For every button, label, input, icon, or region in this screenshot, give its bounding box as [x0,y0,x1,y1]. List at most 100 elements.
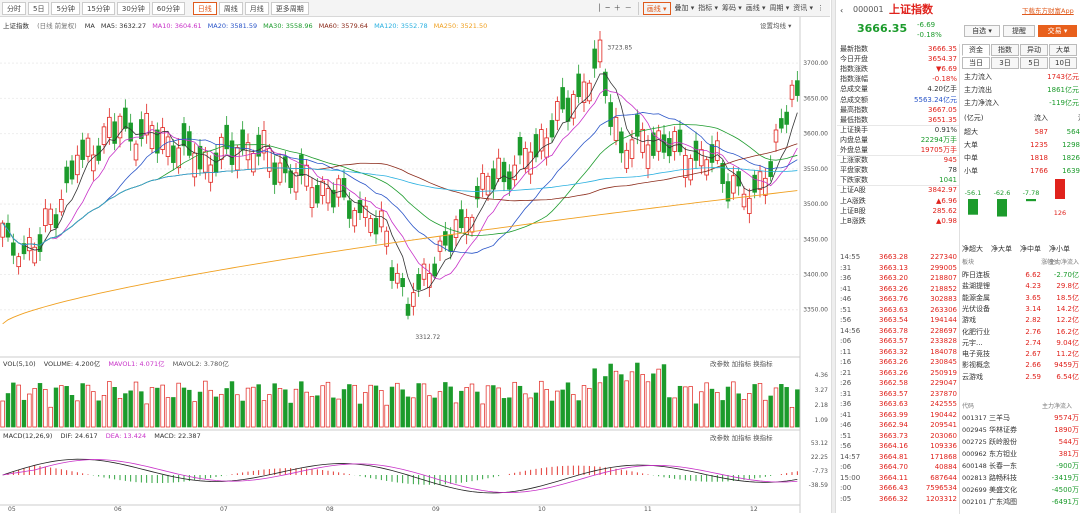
tick-price: 3666.43 [879,484,908,492]
chart-tool-button[interactable]: 周期 ▾ [769,3,790,12]
alert-button[interactable]: 提醒 [1003,25,1035,37]
ma-line [2,143,798,246]
candle-body [789,84,795,100]
stock-name[interactable]: 东方钽业 [989,450,1017,458]
sector-name[interactable]: 游戏 [962,316,976,325]
tick-time: :21 [840,368,852,377]
sector-name[interactable]: 影视概念 [962,361,990,370]
sector-change: 2.59 [1025,372,1041,381]
add-indicator-button[interactable]: 加指标 [731,360,752,368]
candle-body [752,174,757,193]
next-icon[interactable]: ─ [605,3,610,12]
period-tab-small[interactable]: 3日 [991,57,1019,69]
vol-bar [144,403,149,428]
period-tab[interactable]: 周线 [218,1,243,15]
quote-panel: ‹ 000001 上证指数 下载东方财富App 3666.35 -6.69 -0… [837,0,1080,514]
ma-legend: 上证指数 (日线 前复权) MA MA5: 3632.27 MA10: 3604.6… [3,20,499,30]
chart-tool-button[interactable]: 画线 ▾ [745,3,766,12]
stock-name[interactable]: 华林证券 [989,426,1017,434]
tick-time: 14:55 [840,253,861,261]
chart-tool-button[interactable]: 资讯 ▾ [793,3,813,12]
tick-time: 14:57 [840,452,861,461]
sector-name[interactable]: 光伏设备 [962,304,990,313]
stock-name[interactable]: 广东鸿图 [989,498,1017,506]
macd-tools[interactable]: 改参数 加指标 换指标 [710,434,773,442]
period-tab[interactable]: 5日 [28,1,50,15]
vol-tools[interactable]: 改参数 加指标 换指标 [710,358,773,368]
candle-body [645,144,651,169]
stock-code[interactable]: 002945 [962,426,987,434]
sector-name[interactable]: 盐湖提锂 [962,282,990,291]
vol-bar [283,389,288,428]
period-tab[interactable]: 分时 [2,1,26,15]
period-tab-small[interactable]: 10日 [1049,57,1077,69]
vol-bar [565,382,571,428]
stock-code[interactable]: 002813 [962,474,987,482]
candle-body [517,136,523,156]
collapse-icon[interactable]: ‹ [840,6,844,15]
change-param-button[interactable]: 改参数 [710,360,730,368]
trade-button[interactable]: 交易 ▾ [1038,25,1077,37]
stock-name[interactable]: 美盛文化 [989,486,1017,494]
vol-bar [80,383,85,428]
sector-name[interactable]: 化肥行业 [962,327,990,336]
tick-volume: 237870 [930,389,957,398]
stock-code[interactable]: 600148 [962,462,987,470]
switch-indicator-button[interactable]: 换指标 [753,360,773,368]
stock-code[interactable]: 002699 [962,486,987,494]
period-tab-small[interactable]: 当日 [962,57,990,69]
period-tab[interactable]: 5分钟 [51,1,80,15]
high-price-label: 3723.85 [607,44,632,51]
period-tab[interactable]: 月线 [244,1,269,15]
prev-icon[interactable]: │ [597,3,602,12]
vol-bar [411,397,416,428]
stock-code[interactable]: 002101 [962,498,987,506]
chart-tool-button[interactable]: 筹码 ▾ [722,3,742,12]
vol-bar [224,388,229,428]
period-tab-small[interactable]: 5日 [1020,57,1048,69]
splitter[interactable] [831,0,836,513]
sector-name[interactable]: 云游戏 [962,372,983,381]
minus-icon[interactable]: － [624,3,632,12]
stock-code[interactable]: 000962 [962,450,987,458]
watchlist-button[interactable]: 自选 ▾ [964,25,1000,37]
ma-legend-item: MA10: 3604.61 [152,22,202,30]
stock-code[interactable]: 002725 [962,438,987,446]
stock-name[interactable]: 路畅科技 [989,474,1017,482]
price-change: -6.69 [917,21,936,29]
stat-label: 外盘总量 [840,146,868,154]
ma-settings-button[interactable]: 设置均线 ▾ [760,22,792,30]
fund-tab[interactable]: 指数 [991,44,1019,56]
period-tab[interactable]: 更多周期 [270,1,309,15]
fund-tab[interactable]: 资金 [962,44,990,56]
sector-name[interactable]: 能源金属 [962,293,990,302]
stock-name[interactable]: 跃岭股份 [989,438,1017,446]
vol-bar [656,368,661,428]
stock-code[interactable]: 001317 [962,414,987,422]
chart-tool-button[interactable]: 叠加 ▾ [674,3,695,12]
app-download-link[interactable]: 下载东方财富App [1022,7,1074,15]
dif-line [2,458,798,494]
sector-name[interactable]: 元宇... [962,338,983,347]
vol-bar [768,395,773,428]
candle-body [235,147,240,171]
period-tab[interactable]: 30分钟 [116,1,150,15]
kline-chart[interactable]: 上证指数 (日线 前复权) MA MA5: 3632.27 MA10: 3604.6… [0,17,830,513]
fund-tab[interactable]: 大单 [1049,44,1077,56]
period-tab[interactable]: 15分钟 [81,1,115,15]
candle-body [171,145,176,163]
candle-body [357,199,363,214]
stock-name[interactable]: 三羊马 [989,414,1010,422]
chart-tool-button[interactable]: 指标 ▾ [698,3,718,12]
chart-tool-button[interactable]: 画线 ▾ [642,1,671,15]
tick-volume: 250919 [930,368,957,377]
period-tab[interactable]: 日线 [192,1,217,15]
period-tab[interactable]: 60分钟 [151,1,185,15]
sector-name[interactable]: 电子竞技 [962,350,990,359]
fund-tab[interactable]: 异动 [1020,44,1048,56]
plus-icon[interactable]: ＋ [613,3,621,12]
more-icon[interactable]: ⋮ [817,3,824,12]
sector-name[interactable]: 昨日连板 [962,271,990,279]
stat-label: 上证换手 [840,125,868,134]
stock-name[interactable]: 长春一东 [989,462,1017,470]
